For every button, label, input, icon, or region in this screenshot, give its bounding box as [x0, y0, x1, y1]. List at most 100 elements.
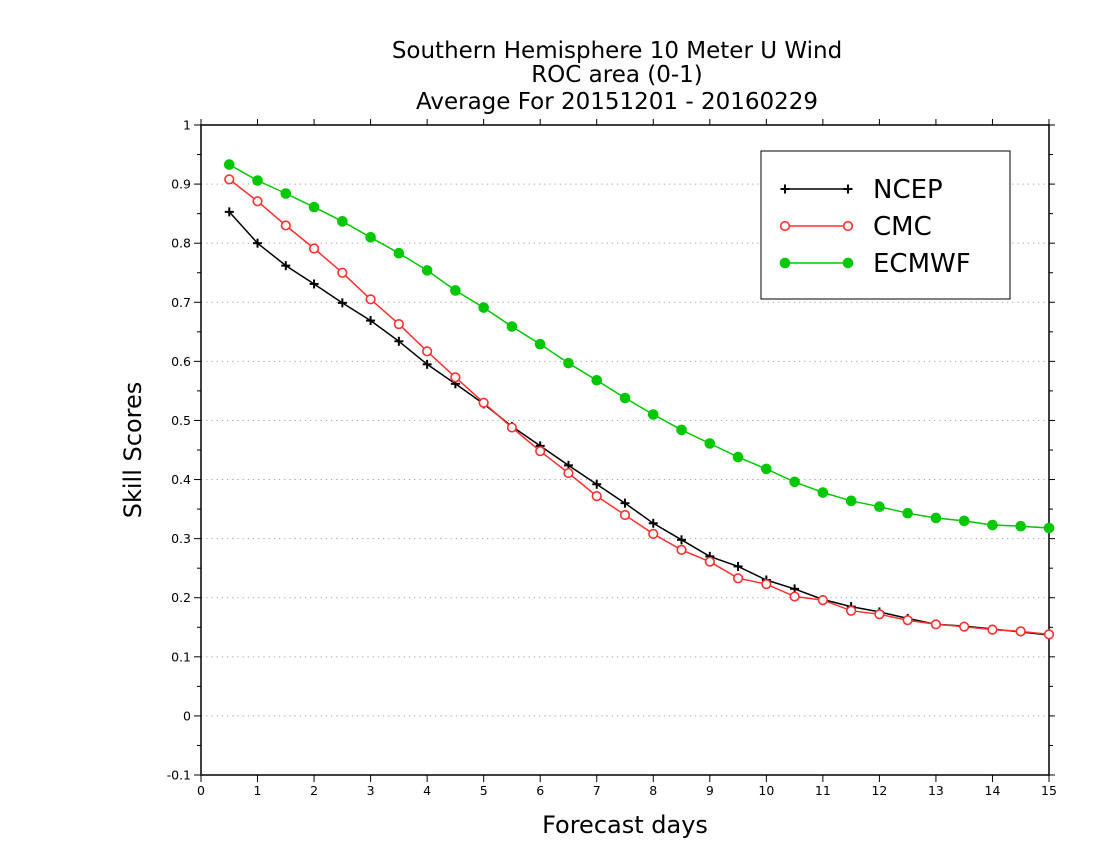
data-point-open-circle	[224, 174, 235, 185]
data-point-open-circle	[1015, 626, 1026, 637]
data-point-open-circle	[252, 196, 263, 207]
data-point-filled-circle	[1015, 520, 1027, 532]
data-point-open-circle	[1043, 629, 1055, 640]
x-tick-label: 14	[985, 783, 1001, 798]
data-point-open-circle	[817, 594, 828, 606]
y-tick-label: 0.8	[171, 236, 191, 251]
data-point-filled-circle	[365, 231, 376, 243]
chart-title-line-2: ROC area (0-1)	[531, 62, 703, 88]
data-point-plus	[843, 184, 853, 194]
data-point-filled-circle	[902, 507, 913, 519]
data-point-filled-circle	[223, 159, 235, 170]
data-point-open-circle	[619, 509, 631, 521]
data-point-filled-circle	[308, 201, 320, 213]
y-tick-label: 0.7	[171, 295, 191, 310]
data-point-plus	[733, 561, 743, 571]
data-point-open-circle	[930, 619, 942, 630]
data-point-filled-circle	[280, 188, 292, 199]
data-point-filled-circle	[779, 257, 791, 269]
series-ecmwf	[223, 159, 1055, 534]
data-point-open-circle	[987, 624, 998, 635]
data-point-open-circle	[676, 544, 687, 555]
data-point-plus	[620, 498, 630, 508]
data-point-open-circle	[337, 267, 348, 278]
y-tick-label: 0.6	[171, 354, 191, 369]
data-point-filled-circle	[732, 451, 744, 463]
data-point-filled-circle	[930, 512, 942, 524]
chart-title-line-3: Average For 20151201 - 20160229	[416, 89, 818, 115]
x-tick-label: 13	[928, 783, 944, 798]
axes	[194, 119, 1055, 782]
data-point-plus	[394, 336, 404, 346]
data-point-open-circle	[874, 609, 885, 620]
data-point-open-circle	[789, 591, 800, 602]
y-tick-label: 0.5	[171, 413, 191, 428]
data-point-plus	[337, 298, 347, 308]
data-point-filled-circle	[761, 463, 772, 475]
y-tick-label: 0.3	[171, 531, 191, 546]
data-point-filled-circle	[393, 247, 405, 259]
data-point-plus	[224, 207, 234, 217]
data-point-filled-circle	[421, 265, 433, 276]
data-point-open-circle	[591, 490, 602, 502]
data-point-open-circle	[280, 220, 291, 231]
data-point-filled-circle	[1043, 522, 1055, 534]
x-tick-label: 7	[593, 783, 601, 798]
data-point-filled-circle	[874, 501, 885, 513]
data-point-open-circle	[422, 346, 433, 357]
data-point-filled-circle	[450, 285, 461, 296]
data-point-filled-circle	[789, 476, 800, 488]
chart-title-line-1: Southern Hemisphere 10 Meter U Wind	[392, 38, 842, 64]
data-point-open-circle	[842, 220, 854, 232]
legend-box	[760, 150, 1011, 300]
data-point-plus	[309, 279, 319, 289]
data-point-filled-circle	[958, 515, 970, 527]
data-point-filled-circle	[842, 257, 854, 269]
data-point-open-circle	[563, 467, 574, 479]
data-point-open-circle	[506, 422, 518, 433]
legend-label: NCEP	[873, 175, 943, 205]
x-tick-label: 5	[480, 783, 488, 798]
data-point-filled-circle	[506, 321, 518, 332]
data-point-filled-circle	[704, 438, 716, 449]
data-point-filled-circle	[676, 424, 687, 436]
y-tick-label: 1	[183, 118, 191, 133]
data-point-filled-circle	[591, 374, 603, 386]
data-series	[223, 159, 1055, 640]
data-point-filled-circle	[337, 216, 348, 227]
x-tick-label: 11	[815, 783, 831, 798]
y-axis-title: Skill Scores	[119, 382, 147, 519]
data-point-open-circle	[450, 372, 461, 383]
data-point-filled-circle	[563, 357, 574, 369]
data-point-filled-circle	[619, 392, 631, 404]
y-tick-label: 0.1	[171, 649, 191, 664]
x-tick-label: 12	[871, 783, 887, 798]
x-tick-label: 9	[706, 783, 714, 798]
x-tick-label: 1	[254, 783, 262, 798]
data-point-filled-circle	[845, 495, 857, 507]
y-tick-label: -0.1	[167, 768, 191, 783]
data-point-plus	[422, 359, 432, 369]
data-point-filled-circle	[647, 409, 659, 420]
data-point-plus	[648, 518, 658, 528]
data-point-open-circle	[478, 397, 489, 408]
legend-entry-cmc: CMC	[779, 212, 932, 242]
data-point-filled-circle	[478, 302, 489, 313]
data-point-filled-circle	[987, 519, 998, 531]
data-point-filled-circle	[534, 338, 546, 350]
data-point-plus	[281, 261, 291, 271]
data-point-open-circle	[779, 220, 791, 232]
legend-entry-ecmwf: ECMWF	[779, 249, 971, 279]
data-point-open-circle	[308, 243, 320, 254]
data-point-plus	[592, 479, 602, 489]
chart-title: Southern Hemisphere 10 Meter U Wind ROC …	[392, 38, 842, 115]
y-tick-label: 0.2	[171, 590, 191, 605]
data-point-plus	[677, 535, 687, 545]
legend-entry-ncep: NCEP	[780, 175, 943, 205]
data-point-open-circle	[846, 605, 857, 616]
x-tick-label: 3	[367, 783, 375, 798]
data-point-filled-circle	[817, 487, 829, 498]
y-tick-label: 0.9	[171, 177, 191, 192]
x-tick-label: 8	[649, 783, 657, 798]
